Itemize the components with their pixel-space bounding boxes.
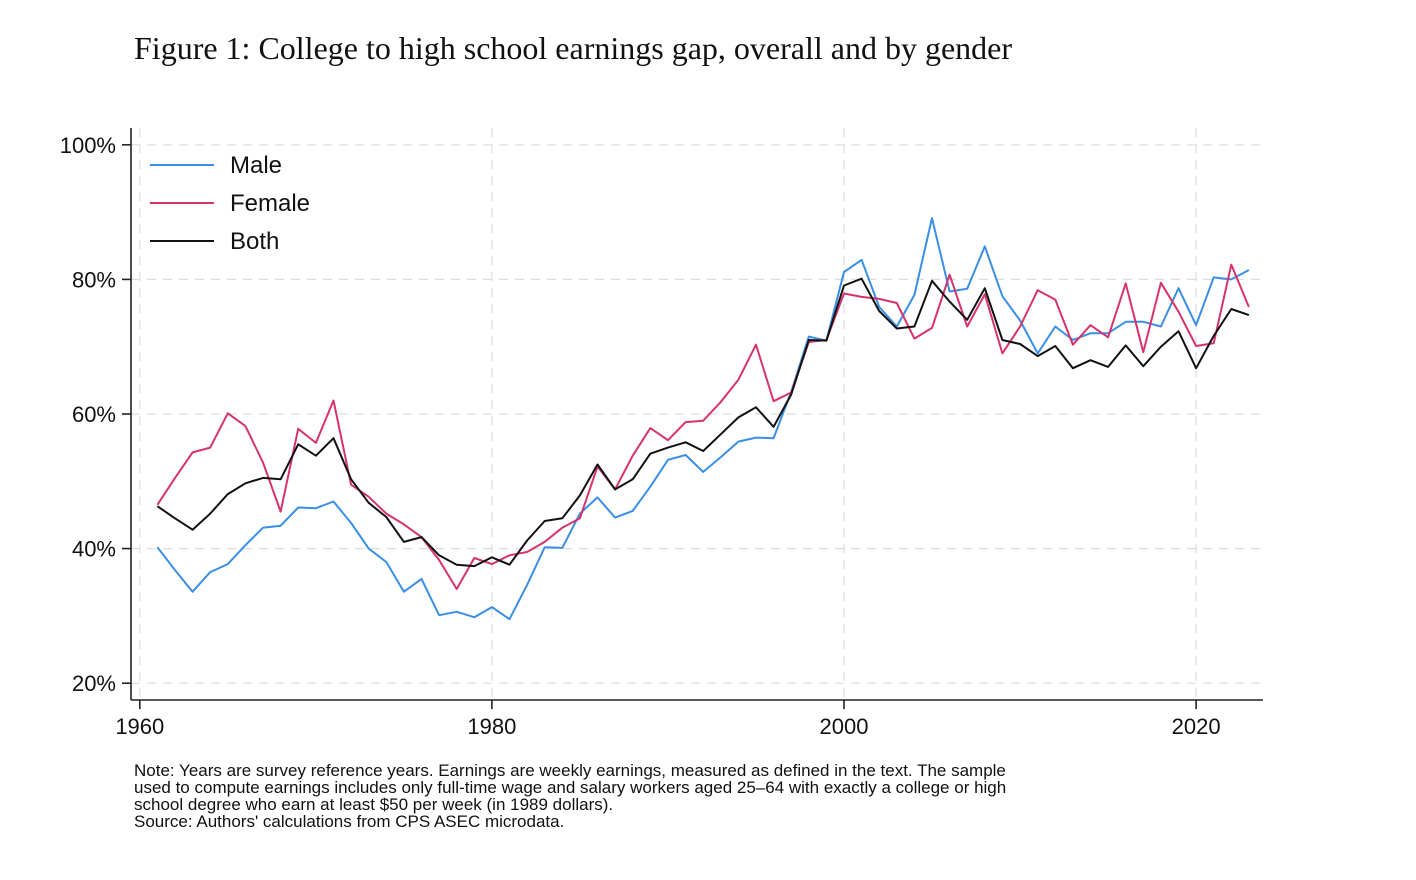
note-line-2: used to compute earnings includes only f… [134, 778, 1007, 797]
y-tick-label: 100% [60, 133, 116, 158]
x-tick-label: 1980 [467, 714, 516, 739]
note-line-3: school degree who earn at least $50 per … [134, 795, 614, 814]
legend: Male Female Both [150, 152, 310, 255]
series-line-female [156, 263, 1250, 590]
y-tick-label: 40% [72, 537, 116, 562]
legend-label-both: Both [230, 228, 279, 255]
y-tick-label: 60% [72, 402, 116, 427]
series-line-male [156, 217, 1250, 621]
legend-label-male: Male [230, 152, 282, 179]
figure-note: Note: Years are survey reference years. … [134, 762, 1274, 830]
x-tick-label: 2000 [820, 714, 869, 739]
legend-label-female: Female [230, 190, 310, 217]
axes: 20% 40% 60% 80% 100% 1960 1980 2000 2020 [60, 128, 1263, 739]
note-line-1: Note: Years are survey reference years. … [134, 761, 1006, 780]
y-tick-label: 20% [72, 671, 116, 696]
figure-title: Figure 1: College to high school earning… [134, 30, 1013, 66]
x-tick-label: 2020 [1172, 714, 1221, 739]
x-tick-label: 1960 [115, 714, 164, 739]
gridlines [131, 128, 1263, 700]
series-line-both [156, 277, 1250, 568]
source-line: Source: Authors' calculations from CPS A… [134, 812, 565, 831]
y-tick-label: 80% [72, 267, 116, 292]
series-lines [156, 217, 1250, 621]
